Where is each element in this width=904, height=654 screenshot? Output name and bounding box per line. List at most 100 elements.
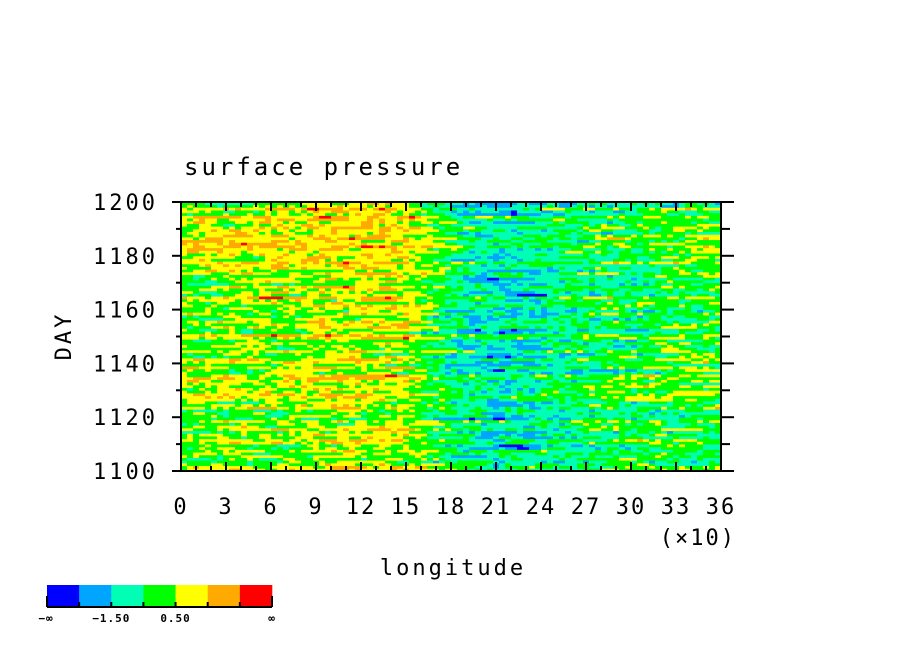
heatmap-cell [355,411,362,415]
heatmap-cell [679,387,686,391]
heatmap-cell [709,390,716,394]
heatmap-cell [295,333,302,337]
heatmap-cell [283,339,290,343]
heatmap-cell [559,328,566,332]
heatmap-cell [553,427,560,432]
heatmap-cell [325,411,332,415]
heatmap-cell [697,363,704,367]
heatmap-cell [493,344,500,348]
heatmap-cell [637,341,644,345]
heatmap-cell [253,387,260,391]
heatmap-cell [529,427,536,432]
heatmap-cell [367,401,374,405]
heatmap-cell [469,328,476,332]
heatmap-cell [391,333,398,337]
heatmap-cell [241,430,248,434]
heatmap-cell [313,419,320,423]
heatmap-cell [307,358,314,362]
heatmap-cell [493,387,500,391]
heatmap-cell [193,325,200,329]
heatmap-cell [331,433,338,437]
heatmap-cell [397,446,404,450]
heatmap-cell [307,430,314,434]
heatmap-cell [649,468,656,472]
heatmap-cell [613,441,620,445]
heatmap-cell [349,409,356,413]
heatmap-cell [385,438,392,442]
heatmap-cell [535,376,542,380]
heatmap-cell [265,403,272,407]
heatmap-cell [247,457,254,461]
heatmap-cell [553,349,560,354]
heatmap-cell [559,417,566,421]
heatmap-cell [235,468,242,472]
heatmap-cell [193,352,200,356]
heatmap-cell [457,414,464,418]
heatmap-cell [709,462,716,467]
heatmap-cell [487,401,494,405]
heatmap-cell [301,454,308,458]
heatmap-cell [529,382,536,386]
heatmap-cell [223,427,230,432]
heatmap-cell [493,441,500,445]
heatmap-cell [601,436,608,440]
heatmap-cell [205,422,212,426]
heatmap-cell [631,403,638,407]
heatmap-cell [253,320,260,324]
heatmap-cell [301,376,308,380]
heatmap-cell [517,427,524,432]
heatmap-cell [499,363,506,367]
heatmap-cell [457,347,464,351]
heatmap-cell [511,368,518,372]
heatmap-cell [217,395,224,399]
heatmap-cell [631,360,638,364]
heatmap-cell [403,382,410,386]
heatmap-cell [577,349,584,354]
heatmap-cell [211,339,218,343]
heatmap-cell [661,430,668,434]
heatmap-cell [613,414,620,418]
heatmap-cell [379,444,386,448]
heatmap-cell [577,331,584,335]
heatmap-cell [421,368,428,372]
heatmap-cell [289,349,296,354]
heatmap-cell [229,422,236,426]
heatmap-cell [463,395,470,399]
heatmap-cell [331,379,338,383]
heatmap-cell [433,422,440,426]
heatmap-cell [553,382,560,386]
heatmap-cell [373,462,380,467]
heatmap-cell [601,376,608,380]
heatmap-cell [187,422,194,426]
heatmap-cell [307,352,314,356]
heatmap-cell [205,363,212,367]
heatmap-cell [643,355,650,359]
heatmap-cell [301,366,308,370]
heatmap-cell [283,352,290,356]
heatmap-cell [709,371,716,375]
heatmap-cell [703,403,710,407]
heatmap-cell [499,457,506,461]
heatmap-cell [541,371,548,375]
heatmap-cell [613,323,620,327]
heatmap-cell [571,403,578,407]
heatmap-cell [241,352,248,356]
heatmap-cell [553,347,560,351]
heatmap-cell [337,446,344,450]
heatmap-cell [265,331,272,335]
heatmap-cell [199,444,206,448]
heatmap-cell [211,371,218,375]
heatmap-cell [445,436,452,440]
heatmap-cell [343,436,350,440]
heatmap-cell [427,371,434,375]
heatmap-cell [253,384,260,389]
heatmap-cell [259,411,266,415]
heatmap-cell [679,449,686,453]
heatmap-cell [421,433,428,437]
heatmap-cell [571,339,578,343]
heatmap-cell [205,457,212,461]
heatmap-cell [199,333,206,337]
heatmap-cell [325,433,332,437]
heatmap-cell [331,398,338,402]
heatmap-cell [637,323,644,327]
